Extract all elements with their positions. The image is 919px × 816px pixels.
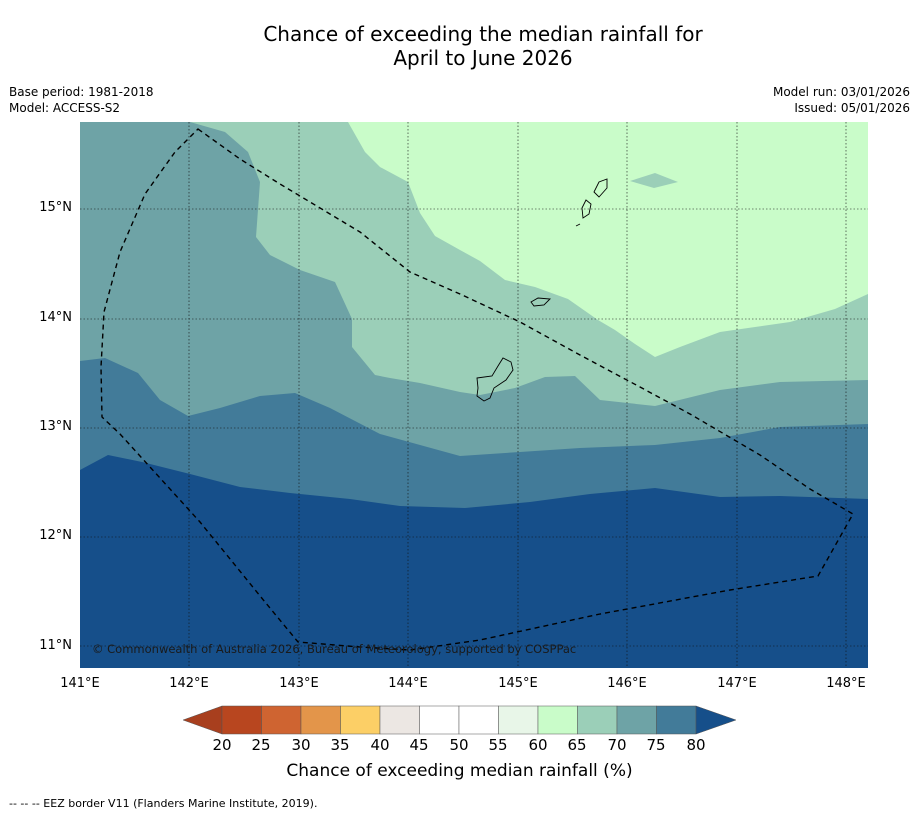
model-name: Model: ACCESS-S2 [9, 101, 121, 115]
lon-label-146: 146°E [607, 676, 647, 691]
map-title: Chance of exceeding the median rainfall … [0, 22, 919, 70]
lon-label-143: 143°E [279, 676, 319, 691]
band-island-65-70 [630, 173, 678, 188]
cb-label-65: 65 [567, 736, 587, 754]
colorbar-title: Chance of exceeding median rainfall (%) [286, 761, 633, 781]
cb-label-60: 60 [528, 736, 548, 754]
eez-border [100, 128, 854, 651]
issued-date: Issued: 05/01/2026 [794, 101, 910, 115]
colorbar-seg-8 [498, 705, 539, 735]
lat-label-11: 11°N [39, 638, 72, 653]
lon-label-147: 147°E [717, 676, 757, 691]
colorbar-seg-13 [695, 705, 737, 735]
lon-label-144: 144°E [388, 676, 428, 691]
cb-label-45: 45 [409, 736, 429, 754]
colorbar-seg-10 [577, 705, 618, 735]
cb-label-50: 50 [449, 736, 469, 754]
colorbar-seg-6 [419, 705, 460, 735]
rota-outline [530, 297, 552, 307]
cb-label-30: 30 [291, 736, 311, 754]
cb-label-75: 75 [646, 736, 666, 754]
lon-label-148: 148°E [826, 676, 866, 691]
colorbar-seg-5 [379, 705, 420, 735]
guam-outline [476, 357, 514, 402]
probability-bands [80, 122, 868, 668]
title-line-2: April to June 2026 [393, 46, 573, 70]
lon-label-142: 142°E [169, 676, 209, 691]
colorbar-seg-1 [221, 705, 262, 735]
copyright-notice: © Commonwealth of Australia 2026, Bureau… [92, 642, 576, 656]
cb-label-25: 25 [251, 736, 271, 754]
lat-label-15: 15°N [39, 200, 72, 215]
colorbar-seg-2 [261, 705, 302, 735]
colorbar-seg-11 [616, 705, 657, 735]
tinian-outline [581, 199, 592, 219]
cb-label-35: 35 [330, 736, 350, 754]
cb-label-55: 55 [488, 736, 508, 754]
cb-label-80: 80 [686, 736, 706, 754]
colorbar-seg-3 [300, 705, 341, 735]
cb-label-40: 40 [370, 736, 390, 754]
band-60-65 [348, 122, 868, 357]
colorbar-seg-12 [656, 705, 697, 735]
graticule [80, 122, 868, 668]
eez-footnote: -- -- -- EEZ border V11 (Flanders Marine… [9, 797, 318, 810]
lat-label-12: 12°N [39, 528, 72, 543]
aguijan-outline [575, 223, 581, 227]
rainfall-map: © Commonwealth of Australia 2026, Bureau… [80, 122, 868, 668]
colorbar-seg-7 [458, 705, 499, 735]
island-outlines [476, 178, 608, 402]
cb-label-20: 20 [212, 736, 232, 754]
meta-right: Model run: 03/01/2026 Issued: 05/01/2026 [773, 84, 910, 116]
colorbar-segments [183, 705, 737, 735]
saipan-outline [593, 178, 608, 198]
colorbar-seg-4 [340, 705, 381, 735]
base-period: Base period: 1981-2018 [9, 85, 154, 99]
lon-label-145: 145°E [498, 676, 538, 691]
lat-label-13: 13°N [39, 419, 72, 434]
colorbar-seg-9 [537, 705, 578, 735]
cb-label-70: 70 [607, 736, 627, 754]
meta-left: Base period: 1981-2018 Model: ACCESS-S2 [9, 84, 154, 116]
title-line-1: Chance of exceeding the median rainfall … [263, 22, 703, 46]
colorbar [183, 705, 737, 735]
lat-label-14: 14°N [39, 310, 72, 325]
colorbar-seg-0 [183, 705, 223, 735]
model-run: Model run: 03/01/2026 [772, 85, 910, 99]
lon-label-141: 141°E [60, 676, 100, 691]
